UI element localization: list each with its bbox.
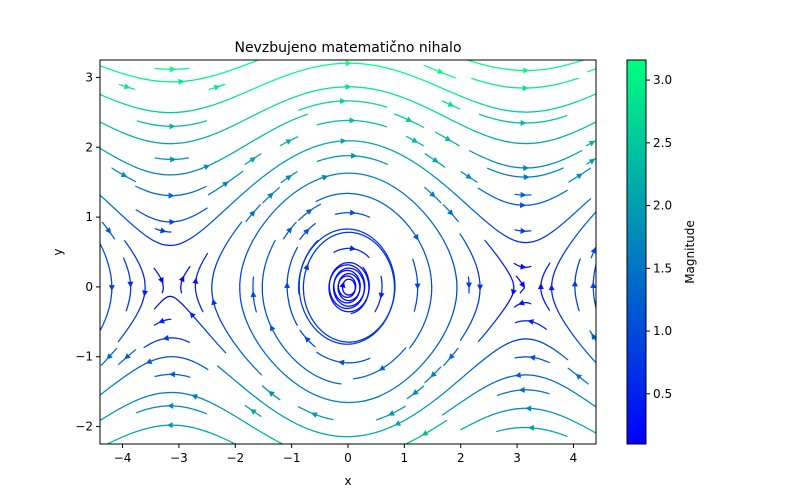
stream-segment [284,445,285,446]
stream-segment [206,208,207,209]
stream-arrow [524,174,530,180]
stream-arrow [222,181,229,187]
stream-segment [205,186,206,187]
stream-segment [463,59,465,60]
stream-arrow [142,290,148,296]
stream-arrow [341,138,347,144]
stream-segment [596,157,597,158]
stream-arrow [169,193,175,199]
stream-arrow [572,280,578,286]
stream-arrow [169,219,175,225]
stream-segment [242,171,243,172]
stream-segment [402,445,404,446]
stream-arrow [538,283,544,289]
stream-segment [316,241,317,242]
stream-segment [585,59,587,60]
stream-arrow [306,209,313,215]
stream-segment [422,127,424,128]
stream-segment [261,59,263,60]
stream-segment [597,363,598,364]
stream-segment [577,78,579,79]
stream-segment [562,168,563,169]
stream-segment [155,308,156,309]
stream-segment [375,310,376,311]
stream-segment [385,107,387,108]
stream-segment [306,114,308,115]
stream-arrow [178,79,184,85]
stream-segment [580,151,582,152]
stream-arrow [523,85,529,91]
stream-segment [385,126,387,127]
stream-arrow [345,84,351,90]
chart-title: Nevzbujeno matematično nihalo [234,40,461,56]
stream-arrow [340,98,346,104]
stream-segment [596,407,597,408]
stream-arrow [520,202,526,208]
stream-segment [241,222,242,223]
stream-arrow [521,120,527,126]
stream-arrow [523,165,529,171]
stream-segment [566,190,567,191]
stream-segment [461,339,462,340]
stream-segment [137,412,139,413]
stream-arrow [346,60,352,66]
stream-arrow [109,285,115,291]
stream-arrow [167,403,173,409]
stream-arrow [211,299,217,306]
stream-arrow [589,159,596,165]
stream-segment [377,419,379,420]
stream-segment [478,340,479,341]
stream-segment [118,340,119,341]
stream-segment [278,188,279,189]
stream-segment [98,240,99,241]
stream-segment [580,259,581,261]
stream-segment [134,181,135,182]
stream-segment [587,58,589,59]
stream-segment [99,332,100,333]
stream-segment [462,58,464,59]
stream-segment [442,414,443,415]
stream-arrow [415,284,421,290]
stream-segment [596,93,598,94]
stream-arrow [549,284,555,290]
stream-arrow [515,372,521,378]
stream-lines [98,58,598,446]
stream-segment [218,366,219,367]
stream-segment [590,199,591,200]
stream-arrow [477,285,483,291]
stream-segment [351,313,353,314]
stream-segment [565,116,567,117]
stream-segment [458,145,459,146]
stream-segment [319,204,320,205]
stream-arrow [250,291,256,297]
stream-arrow [303,264,309,271]
stream-arrow [379,292,385,298]
stream-segment [414,310,415,312]
stream-arrow [350,117,356,123]
stream-segment [410,347,411,348]
stream-segment [549,263,550,264]
stream-arrow [523,68,529,74]
stream-segment [275,240,276,241]
